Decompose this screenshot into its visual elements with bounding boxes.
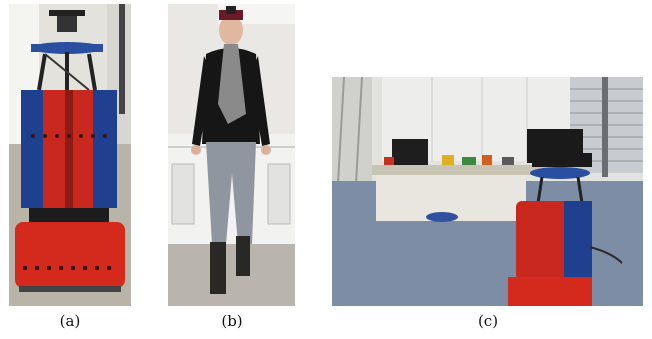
caption-a: (a)	[59, 312, 81, 330]
panel-c-photo	[332, 77, 643, 306]
panel-b-photo	[168, 4, 295, 306]
panel-a-photo	[9, 4, 131, 306]
caption-c: (c)	[477, 312, 499, 330]
caption-b: (b)	[221, 312, 243, 330]
